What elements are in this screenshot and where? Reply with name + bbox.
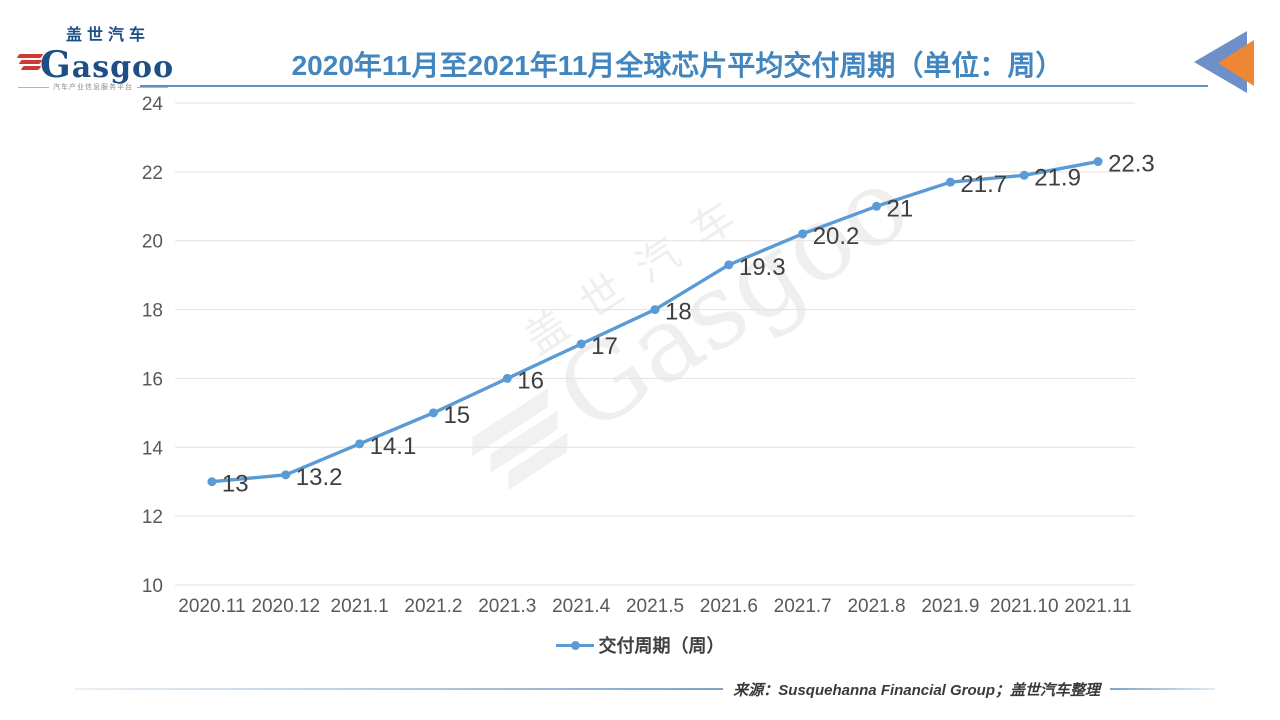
data-point bbox=[428, 408, 438, 418]
y-tick-label: 12 bbox=[142, 507, 163, 528]
data-label: 21.7 bbox=[960, 171, 1007, 198]
data-label: 18 bbox=[665, 299, 692, 326]
x-tick-label: 2021.10 bbox=[990, 596, 1059, 617]
footer-divider-left bbox=[75, 688, 724, 690]
x-tick-label: 2021.4 bbox=[552, 596, 611, 617]
logo-cn-text: 盖世汽车 bbox=[66, 27, 151, 44]
data-point bbox=[798, 229, 808, 239]
x-tick-label: 2021.11 bbox=[1064, 596, 1131, 617]
data-label: 21.9 bbox=[1034, 164, 1081, 191]
series-line bbox=[210, 159, 1100, 484]
data-label: 16 bbox=[517, 367, 544, 394]
x-tick-label: 2021.8 bbox=[847, 596, 905, 617]
data-label: 13 bbox=[222, 471, 249, 498]
x-tick-label: 2021.3 bbox=[478, 596, 536, 617]
data-label: 20.2 bbox=[813, 223, 860, 250]
y-tick-label: 16 bbox=[142, 369, 163, 390]
chart-legend: 交付周期（周） bbox=[0, 632, 1280, 658]
y-tick-label: 22 bbox=[142, 163, 163, 184]
data-point bbox=[355, 439, 365, 449]
x-tick-label: 2021.1 bbox=[331, 596, 389, 617]
data-point bbox=[576, 339, 586, 349]
legend-label: 交付周期（周） bbox=[598, 636, 725, 656]
data-label: 22.3 bbox=[1108, 151, 1155, 178]
y-tick-label: 18 bbox=[142, 301, 163, 322]
x-tick-label: 2020.11 bbox=[178, 596, 245, 617]
footer: 来源：Susquehanna Financial Group；盖世汽车整理 bbox=[75, 678, 1215, 700]
x-tick-label: 2021.5 bbox=[626, 596, 684, 617]
y-tick-label: 24 bbox=[142, 94, 164, 115]
x-tick-label: 2021.9 bbox=[921, 596, 979, 617]
data-point bbox=[724, 260, 734, 270]
data-point bbox=[1093, 157, 1103, 167]
data-label: 21 bbox=[887, 195, 914, 222]
x-tick-label: 2020.12 bbox=[251, 596, 320, 617]
data-label: 17 bbox=[591, 333, 618, 360]
legend-line-marker-icon bbox=[555, 640, 594, 650]
logo-tagline: 汽车产业信息服务平台 bbox=[18, 82, 168, 92]
x-tick-label: 2021.2 bbox=[404, 596, 462, 617]
data-label: 13.2 bbox=[296, 464, 343, 491]
source-text: 来源：Susquehanna Financial Group；盖世汽车整理 bbox=[733, 681, 1100, 699]
y-tick-label: 10 bbox=[142, 576, 163, 597]
data-point bbox=[1019, 170, 1029, 180]
data-point bbox=[945, 177, 955, 187]
data-point bbox=[207, 477, 217, 487]
page-title: 2020年11月至2021年11月全球芯片平均交付周期（单位：周） bbox=[291, 50, 1064, 81]
data-point bbox=[872, 201, 882, 211]
data-point bbox=[650, 305, 660, 315]
data-point bbox=[502, 373, 512, 383]
data-label: 14.1 bbox=[370, 433, 417, 460]
data-label: 19.3 bbox=[739, 254, 786, 281]
y-tick-label: 20 bbox=[142, 232, 163, 253]
x-tick-label: 2021.6 bbox=[700, 596, 758, 617]
data-label: 15 bbox=[443, 402, 470, 429]
title-underline bbox=[140, 85, 1208, 87]
logo-en-text: Gasgoo bbox=[40, 44, 175, 86]
corner-triangles-icon bbox=[1194, 31, 1254, 93]
data-point bbox=[281, 470, 291, 480]
footer-divider-right bbox=[1110, 688, 1215, 690]
y-tick-label: 14 bbox=[142, 438, 164, 459]
gasgoo-logo: 盖世汽车 Gasgoo 汽车产业信息服务平台 bbox=[16, 27, 173, 92]
x-tick-label: 2021.7 bbox=[774, 596, 832, 617]
